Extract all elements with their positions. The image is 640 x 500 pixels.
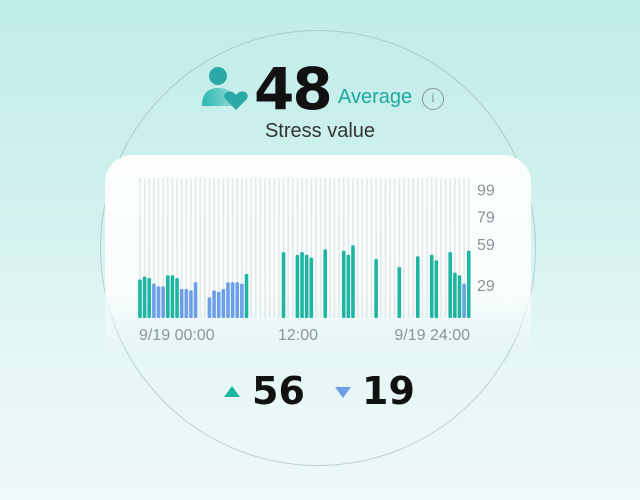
bar <box>346 254 351 318</box>
bar <box>374 258 378 318</box>
bar <box>212 290 216 318</box>
bar <box>240 283 244 318</box>
bar <box>351 245 355 318</box>
y-tick-label: 99 <box>477 182 495 199</box>
bar <box>207 297 212 318</box>
info-icon[interactable]: i <box>422 88 444 110</box>
bar <box>466 250 471 318</box>
bar <box>434 260 439 318</box>
bar <box>341 250 346 318</box>
person-heart-icon <box>202 67 248 110</box>
bar <box>161 286 165 318</box>
y-tick-label: 59 <box>477 237 495 254</box>
bar <box>156 286 161 318</box>
bar <box>152 283 156 318</box>
bar <box>416 256 420 318</box>
bar <box>462 283 466 318</box>
bar <box>189 290 193 318</box>
bar <box>230 282 235 318</box>
bar <box>184 289 189 318</box>
y-tick-label: 79 <box>477 210 495 227</box>
bar <box>170 275 175 318</box>
stress-chart: 99 79 59 29 9/19 00:00 12:00 9/19 24:00 <box>138 178 495 344</box>
bar <box>235 282 240 318</box>
bar <box>216 291 221 318</box>
x-tick-label: 9/19 00:00 <box>139 327 215 344</box>
bar <box>309 257 314 318</box>
bar <box>281 252 286 318</box>
bar <box>244 274 249 318</box>
bar <box>142 276 147 318</box>
bar <box>429 254 434 318</box>
bar <box>221 289 226 318</box>
triangle-up-icon <box>224 386 240 397</box>
bar <box>323 249 327 318</box>
bar <box>179 289 184 318</box>
bar <box>138 279 142 318</box>
average-stress-value: 48 <box>254 55 333 123</box>
min-stress-value: 19 <box>362 369 415 413</box>
bar <box>295 254 300 318</box>
bar <box>453 272 457 318</box>
bar <box>304 254 309 318</box>
bar <box>397 267 402 318</box>
x-tick-label: 12:00 <box>278 327 318 344</box>
triangle-down-icon <box>335 387 351 398</box>
stress-dial <box>100 30 536 466</box>
bar <box>457 275 462 318</box>
y-tick-label: 29 <box>477 278 495 295</box>
max-stress-value: 56 <box>252 369 305 413</box>
bar <box>193 282 198 318</box>
bar <box>165 275 170 318</box>
bar <box>448 252 453 318</box>
average-label: Average <box>338 86 413 108</box>
bar <box>226 282 230 318</box>
bar <box>175 278 179 318</box>
bar <box>147 278 152 318</box>
bar <box>300 252 304 318</box>
x-tick-label: 9/19 24:00 <box>394 327 470 344</box>
stress-value-title: Stress value <box>264 120 376 142</box>
